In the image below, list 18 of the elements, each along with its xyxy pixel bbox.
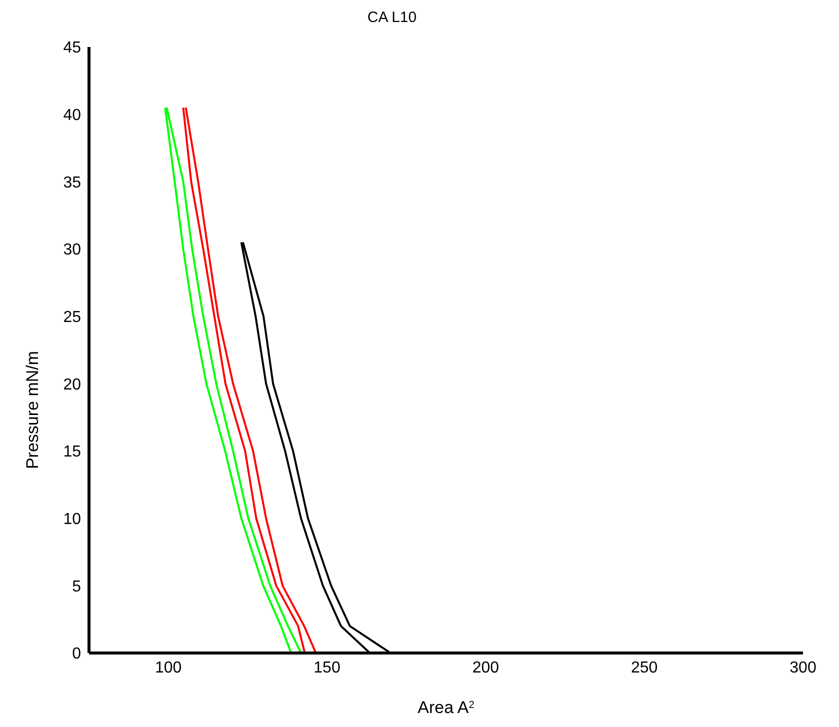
y-tick-label: 25 [63, 309, 82, 326]
x-axis-title: Area A$^{2}$ [418, 698, 475, 717]
y-tick-label: 35 [63, 174, 82, 192]
x-tick-label: 150 [314, 659, 340, 676]
y-tick-label: 0 [72, 646, 82, 663]
x-tick-label: 200 [472, 659, 500, 676]
y-tick-label: 10 [63, 511, 82, 528]
x-tick-label: 100 [154, 659, 182, 676]
x-tick-label: 250 [630, 659, 658, 676]
chart-title: CA L10 [366, 8, 418, 28]
y-tick-label: 15 [63, 444, 82, 461]
y-tick-label: 30 [63, 242, 82, 259]
y-tick-label: 40 [63, 107, 82, 124]
y-axis-title: Pressure mN/m [23, 350, 42, 470]
y-tick-label: 5 [72, 578, 82, 596]
x-tick-label: 300 [790, 659, 816, 676]
y-tick-label: 20 [63, 376, 82, 394]
y-tick-label: 45 [63, 40, 82, 57]
